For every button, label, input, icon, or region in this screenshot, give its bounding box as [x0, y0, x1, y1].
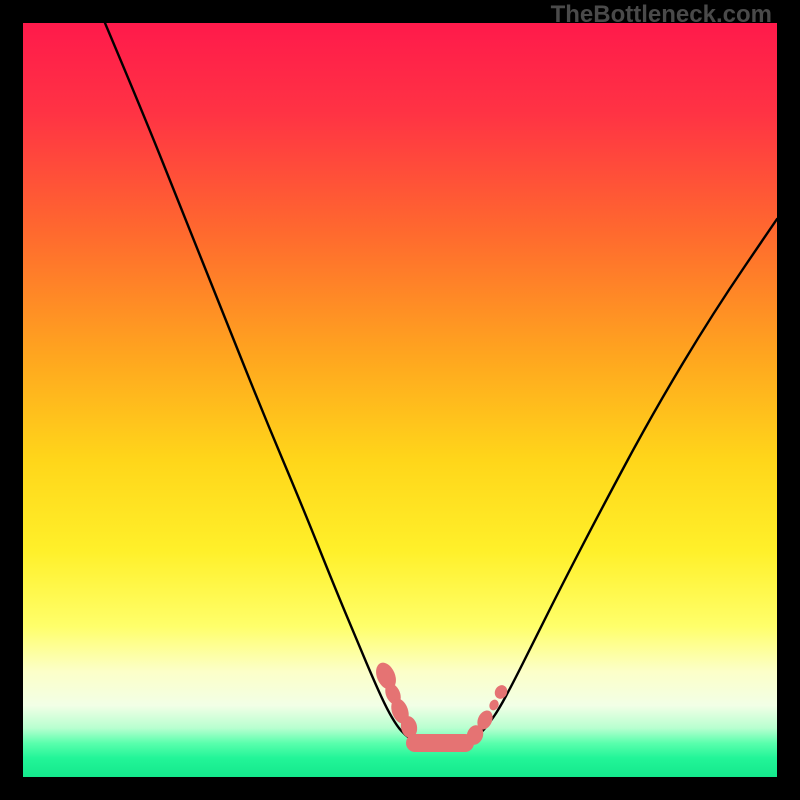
- bottleneck-chart: [0, 0, 800, 800]
- chart-frame: TheBottleneck.com: [0, 0, 800, 800]
- watermark-text: TheBottleneck.com: [551, 1, 772, 29]
- plot-background: [23, 23, 777, 777]
